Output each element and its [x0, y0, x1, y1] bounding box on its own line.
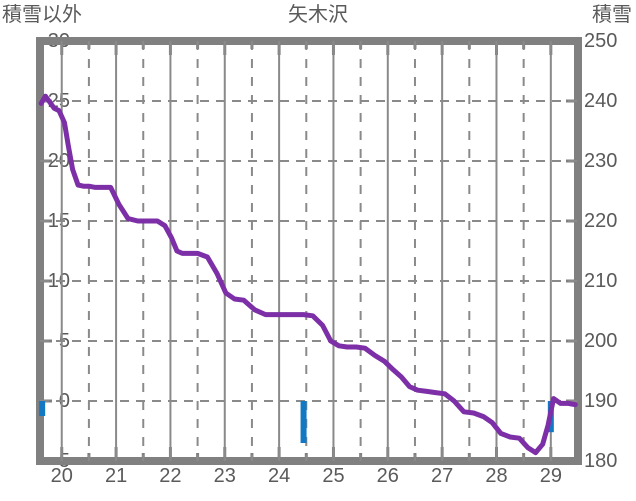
x-tick-23: 23: [213, 465, 236, 487]
y-tick-right-230: 230: [584, 150, 618, 172]
chart-title: 矢木沢: [288, 4, 348, 26]
x-tick-20: 20: [50, 465, 73, 487]
x-tick-24: 24: [267, 465, 291, 487]
y-tick-right-190: 190: [584, 390, 618, 412]
snow-bar-1: [300, 401, 307, 443]
x-tick-29: 29: [539, 465, 562, 487]
y-tick-right-200: 200: [584, 330, 618, 352]
x-tick-22: 22: [159, 465, 182, 487]
y-tick-right-180: 180: [584, 450, 618, 472]
snow-bar-0: [39, 401, 46, 416]
axis-frame: [36, 37, 582, 465]
x-tick-26: 26: [376, 465, 399, 487]
series-line-other-than-snow: [38, 93, 578, 456]
y-tick-right-250: 250: [584, 30, 618, 52]
x-tick-21: 21: [104, 465, 128, 487]
y-axis-right-label: 積雪: [592, 4, 632, 26]
y-tick-right-220: 220: [584, 210, 618, 232]
plot-area: [38, 41, 578, 461]
y-tick-right-210: 210: [584, 270, 618, 292]
y-tick-right-240: 240: [584, 90, 618, 112]
x-tick-25: 25: [322, 465, 345, 487]
x-tick-28: 28: [485, 465, 508, 487]
y-axis-left-label: 積雪以外: [2, 4, 82, 26]
x-tick-27: 27: [431, 465, 454, 487]
